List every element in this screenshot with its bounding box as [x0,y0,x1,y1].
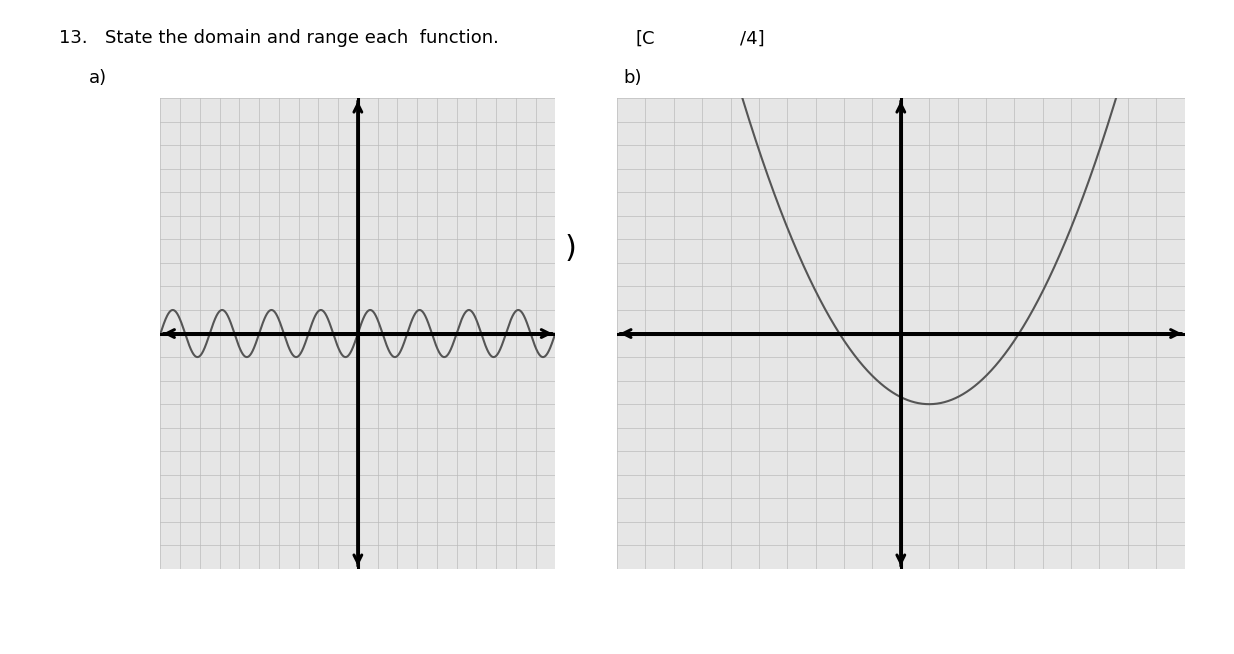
Text: b): b) [623,69,642,87]
Text: a): a) [89,69,107,87]
Text: [C: [C [636,29,655,48]
Text: State the domain and range each  function.: State the domain and range each function… [105,29,499,48]
Text: 13.: 13. [59,29,88,48]
Text: ): ) [564,234,576,263]
Text: /4]: /4] [740,29,765,48]
